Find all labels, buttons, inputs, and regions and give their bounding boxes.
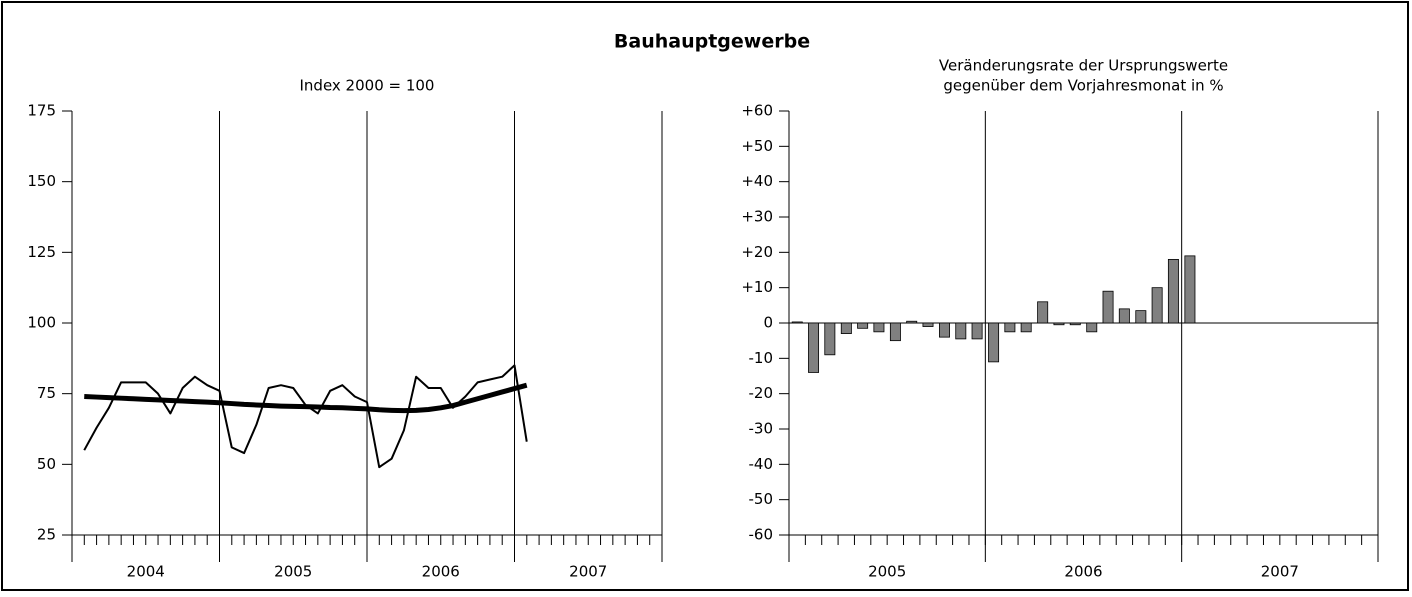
bar: [1069, 322, 1081, 326]
bar: [1167, 258, 1179, 324]
x-band-label: 2004: [127, 563, 165, 581]
x-band-label: 2007: [1261, 563, 1299, 581]
x-band-label: 2006: [1064, 563, 1102, 581]
y-tick-label: +30: [741, 208, 773, 226]
bar: [922, 322, 934, 327]
bar: [873, 322, 885, 333]
x-band-label: 2006: [422, 563, 460, 581]
y-tick-label: 175: [27, 102, 56, 120]
chart-subtitle: Veränderungsrate der Ursprungswerte: [939, 57, 1228, 75]
chart-subtitle: Index 2000 = 100: [300, 77, 435, 95]
x-band-label: 2005: [868, 563, 906, 581]
bar: [906, 320, 918, 324]
bar: [1020, 322, 1032, 333]
x-band-label: 2005: [274, 563, 312, 581]
y-tick-label: -40: [749, 455, 774, 473]
bar: [824, 322, 836, 356]
bar: [988, 322, 1000, 363]
bar: [808, 322, 820, 373]
chart-title: Bauhauptgewerbe: [614, 31, 810, 53]
y-tick-label: 150: [27, 172, 56, 190]
bar: [840, 322, 852, 335]
bar: [955, 322, 967, 340]
bar: [1037, 301, 1049, 324]
y-tick-label: 100: [27, 314, 56, 332]
y-tick-label: -60: [749, 526, 774, 544]
y-tick-label: 75: [37, 384, 56, 402]
y-tick-label: -20: [749, 384, 774, 402]
bar: [1086, 322, 1098, 333]
y-tick-label: +40: [741, 172, 773, 190]
bar: [1102, 290, 1114, 324]
bar: [889, 322, 901, 342]
chart-subtitle: gegenüber dem Vorjahresmonat in %: [943, 77, 1223, 95]
bar: [1135, 310, 1147, 324]
line: [83, 364, 528, 469]
y-tick-label: 25: [37, 526, 56, 544]
bar: [971, 322, 983, 340]
bar: [939, 322, 950, 338]
line: [84, 382, 528, 414]
y-tick-label: 125: [27, 243, 56, 261]
bar: [1053, 322, 1065, 326]
bar: [791, 321, 803, 324]
bar: [1004, 322, 1016, 333]
y-tick-label: -30: [749, 420, 774, 438]
y-tick-label: 0: [763, 314, 773, 332]
x-band-label: 2007: [569, 563, 607, 581]
y-tick-label: +60: [741, 102, 773, 120]
y-tick-label: +20: [741, 243, 773, 261]
bar: [857, 322, 869, 329]
y-tick-label: -10: [749, 349, 774, 367]
bar: [1151, 287, 1163, 324]
y-tick-label: 50: [37, 455, 56, 473]
y-tick-label: +50: [741, 137, 773, 155]
y-tick-label: +10: [741, 278, 773, 296]
bar: [1118, 308, 1130, 324]
y-tick-label: -50: [749, 490, 774, 508]
bar: [1184, 255, 1196, 324]
